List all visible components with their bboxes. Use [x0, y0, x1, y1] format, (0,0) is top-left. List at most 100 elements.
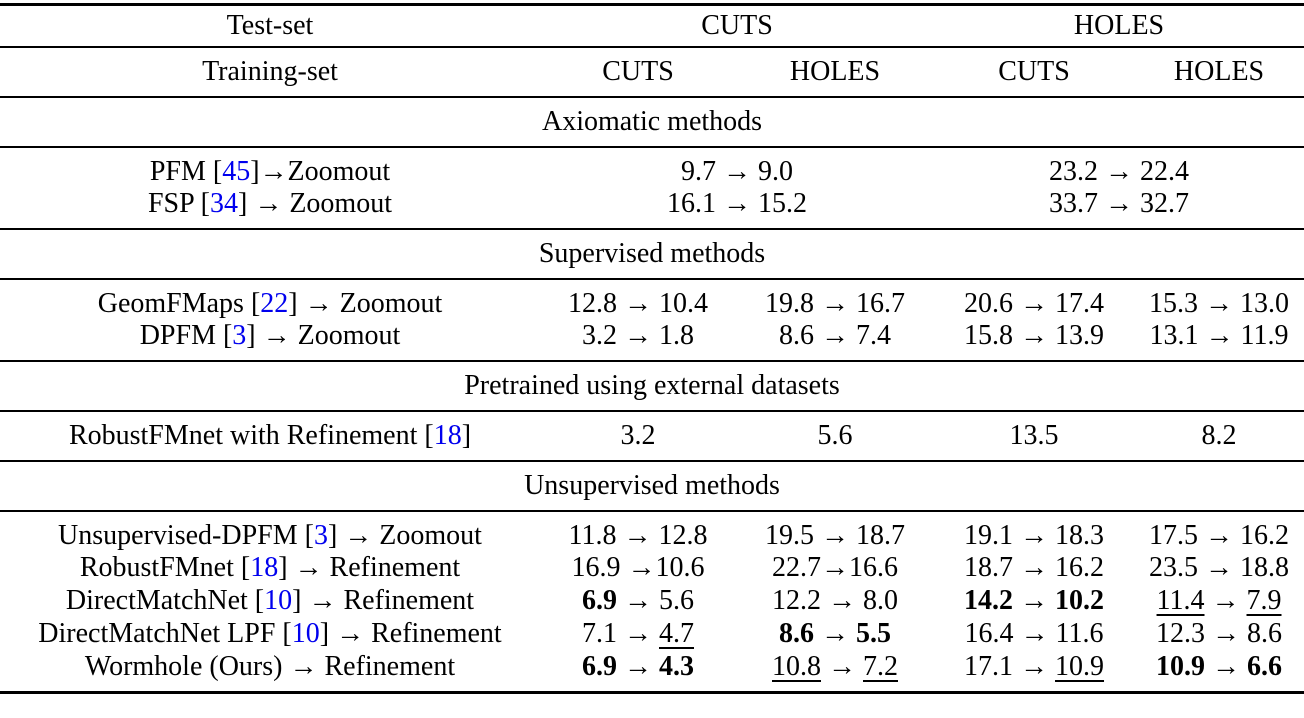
- metric-cell: 3.2: [540, 411, 736, 461]
- method-label: Wormhole (Ours) → Refinement: [0, 651, 540, 693]
- section-title-supervised-methods: Supervised methods: [0, 227, 1304, 280]
- text-segment: 15.3 → 13.0: [1149, 287, 1290, 319]
- metric-cell: 10.9 → 6.6: [1134, 651, 1304, 693]
- method-label: Unsupervised-DPFM [3] → Zoomout: [0, 511, 540, 552]
- metric-cell: 12.3 → 8.6: [1134, 618, 1304, 651]
- text-segment: 16.1 → 15.2: [667, 187, 807, 219]
- citation-link[interactable]: 22: [260, 287, 289, 319]
- text-segment: →: [814, 618, 856, 649]
- table-row: PFM [45]→Zoomout 9.7 → 9.0 23.2 → 22.4: [0, 147, 1304, 188]
- citation-link[interactable]: 10: [264, 585, 293, 616]
- metric-cell: 14.2 → 10.2: [934, 585, 1134, 618]
- metric-cell: 8.6 → 7.4: [736, 320, 934, 361]
- citation-link[interactable]: 3: [232, 319, 247, 351]
- metric-cell: 9.7 → 9.0: [540, 147, 934, 188]
- text-segment: 5.6: [817, 419, 853, 451]
- metric-cell: 12.8 → 10.4: [540, 279, 736, 320]
- metric-cell: 19.1 → 18.3: [934, 511, 1134, 552]
- text-segment: → 5.6: [617, 585, 694, 616]
- text-segment: 13.5: [1009, 419, 1059, 451]
- text-segment: 11.8 → 12.8: [568, 519, 708, 551]
- method-label: FSP [34] → Zoomout: [0, 188, 540, 229]
- citation-link[interactable]: 3: [313, 519, 328, 551]
- metric-cell: 33.7 → 32.7: [934, 188, 1304, 229]
- text-segment: 6.9: [582, 650, 617, 682]
- metric-cell: 16.9 →10.6: [540, 552, 736, 585]
- table-row: RobustFMnet [18] → Refinement 16.9 →10.6 2…: [0, 552, 1304, 585]
- section-title-axiomatic-methods: Axiomatic methods: [0, 95, 1304, 148]
- results-table-body: Test-set CUTS HOLES Training-set CUTS HO…: [0, 4, 1304, 693]
- text-segment: 8.6 → 7.4: [779, 319, 891, 351]
- method-label: DirectMatchNet [10] → Refinement: [0, 585, 540, 618]
- text-segment: →: [821, 650, 863, 682]
- text-segment: 15.8 → 13.9: [964, 319, 1105, 351]
- metric-cell: 5.6: [736, 411, 934, 461]
- citation-link[interactable]: 34: [210, 187, 238, 219]
- citation-link[interactable]: 45: [222, 155, 251, 187]
- method-label: DirectMatchNet LPF [10] → Refinement: [0, 618, 540, 651]
- metric-cell: 3.2 → 1.8: [540, 320, 736, 361]
- metric-cell: 15.8 → 13.9: [934, 320, 1134, 361]
- text-segment: →: [617, 650, 659, 682]
- header-col-cuts-cuts: CUTS: [540, 46, 736, 98]
- text-segment: 10.9: [1055, 650, 1105, 682]
- section-row-supervised-methods: Supervised methods: [0, 227, 1304, 280]
- text-segment: 6.6: [1247, 650, 1283, 682]
- text-segment: 6.9: [582, 585, 617, 616]
- section-title-unsupervised-methods: Unsupervised methods: [0, 459, 1304, 512]
- text-segment: FSP [: [147, 187, 210, 219]
- header-col-holes-cuts: CUTS: [934, 46, 1135, 98]
- header-row-training-set: Training-set CUTS HOLES CUTS HOLES: [0, 46, 1304, 98]
- text-segment: DirectMatchNet LPF [: [38, 618, 292, 649]
- metric-cell: 6.9 → 4.3: [540, 651, 736, 693]
- table-row: DirectMatchNet [10] → Refinement 6.9 → 5.…: [0, 585, 1304, 618]
- text-segment: 4.7: [659, 618, 694, 649]
- text-segment: DPFM [: [139, 319, 233, 351]
- section-title-pretrained-using-external-datasets: Pretrained using external datasets: [0, 359, 1304, 412]
- text-segment: 14.2: [964, 585, 1014, 616]
- text-segment: ] → Zoomout: [238, 187, 392, 219]
- metric-cell: 7.1 → 4.7: [540, 618, 736, 651]
- text-segment: 8.2: [1201, 419, 1237, 451]
- metric-cell: 19.5 → 18.7: [736, 511, 934, 552]
- text-segment: 10.2: [1055, 585, 1105, 616]
- metric-cell: 17.5 → 16.2: [1134, 511, 1304, 552]
- text-segment: 16.9 →10.6: [571, 552, 705, 583]
- text-segment: RobustFMnet [: [79, 552, 251, 583]
- table-row: DPFM [3] → Zoomout 3.2 → 1.8 8.6 → 7.4 15.8…: [0, 320, 1304, 361]
- text-segment: ] → Refinement: [278, 552, 461, 583]
- text-segment: →: [1204, 585, 1247, 616]
- text-segment: ] → Zoomout: [246, 319, 401, 351]
- section-row-axiomatic-methods: Axiomatic methods: [0, 95, 1304, 148]
- text-segment: 20.6 → 17.4: [964, 287, 1105, 319]
- section-row-pretrained-using-external-datasets: Pretrained using external datasets: [0, 359, 1304, 412]
- text-segment: Wormhole (Ours) → Refinement: [84, 650, 456, 682]
- header-row-test-set: Test-set CUTS HOLES: [0, 4, 1304, 48]
- metric-cell: 11.8 → 12.8: [540, 511, 736, 552]
- text-segment: RobustFMnet with Refinement [: [68, 419, 434, 451]
- header-col-holes-holes: HOLES: [1134, 46, 1304, 98]
- method-label: RobustFMnet [18] → Refinement: [0, 552, 540, 585]
- metric-cell: 6.9 → 5.6: [540, 585, 736, 618]
- citation-link[interactable]: 18: [250, 552, 279, 583]
- text-segment: GeomFMaps [: [97, 287, 261, 319]
- text-segment: 7.9: [1246, 585, 1282, 616]
- metric-cell: 10.8 → 7.2: [736, 651, 934, 693]
- text-segment: 16.4 → 11.6: [964, 618, 1104, 649]
- text-segment: 13.1 → 11.9: [1149, 319, 1289, 351]
- text-segment: ] → Refinement: [319, 618, 502, 649]
- metric-cell: 8.6 → 5.5: [736, 618, 934, 651]
- text-segment: 19.5 → 18.7: [765, 519, 905, 551]
- citation-link[interactable]: 10: [291, 618, 320, 649]
- text-segment: ]: [461, 419, 472, 451]
- metric-cell: 17.1 → 10.9: [934, 651, 1134, 693]
- text-segment: →: [1205, 650, 1248, 682]
- method-label: RobustFMnet with Refinement [18]: [0, 411, 540, 461]
- text-segment: 11.4: [1156, 585, 1205, 616]
- text-segment: 19.8 → 16.7: [765, 287, 905, 319]
- citation-link[interactable]: 18: [433, 419, 462, 451]
- method-label: DPFM [3] → Zoomout: [0, 320, 540, 361]
- text-segment: 3.2 → 1.8: [582, 319, 694, 351]
- text-segment: ] → Zoomout: [288, 287, 443, 319]
- text-segment: 8.6: [779, 618, 814, 649]
